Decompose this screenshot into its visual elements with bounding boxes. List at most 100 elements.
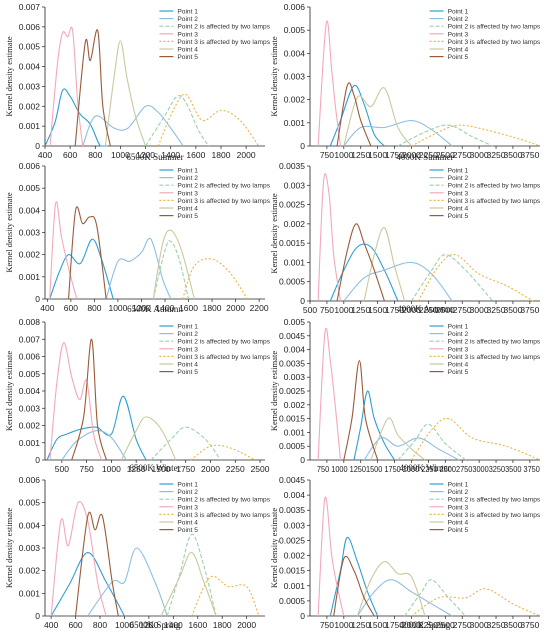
x-tick-label: 1000 [102, 464, 121, 474]
y-tick-label: 0.001 [284, 118, 306, 128]
y-tick-label: 0.003 [284, 72, 306, 82]
y-tick-label: 0.006 [19, 161, 41, 171]
chart-panel: 0 0.001 0.002 0.003 0.004 0.005 0.006 400 600 800… [4, 475, 271, 630]
x-tick-label: 1400 [156, 303, 175, 313]
x-tick-label: 600 [64, 303, 78, 313]
y-tick-label: 0 [300, 611, 305, 621]
legend-label: Point 3 is affected by two lamps [177, 198, 270, 205]
series-line [336, 223, 385, 302]
legend-label: Point 3 is affected by two lamps [177, 354, 270, 361]
series-line [87, 547, 168, 617]
legend-label: Point 3 [448, 31, 469, 38]
y-tick-label: 0.007 [19, 334, 41, 344]
legend-label: Point 2 [177, 489, 198, 496]
series-line [317, 173, 341, 302]
y-tick-label: 0 [35, 294, 40, 304]
series-line [71, 338, 107, 461]
legend-label: Point 3 [177, 190, 198, 197]
series-line [356, 561, 426, 617]
y-tick-label: 0.002 [284, 400, 306, 410]
chart-title: 4000K Summer [396, 152, 453, 162]
x-tick-label: 1750 [385, 305, 404, 315]
x-tick-label: 1750 [176, 464, 195, 474]
y-tick-label: 0.002 [284, 219, 306, 229]
series-line [343, 87, 412, 147]
legend-label: Point 1 [448, 482, 469, 489]
series-line [397, 124, 493, 147]
legend-label: Point 3 is affected by two lamps [448, 198, 541, 205]
legend-label: Point 2 [448, 16, 469, 23]
legend-label: Point 2 is affected by two lamps [177, 339, 270, 346]
x-tick-label: 3250 [487, 620, 506, 630]
y-tick-label: 0.003 [19, 403, 41, 413]
y-tick-label: 0.005 [284, 317, 306, 327]
legend-label: Point 4 [448, 47, 469, 54]
chart-panel: 0 0.0005 0.001 0.0015 0.002 0.0025 0.003 0.0035… [269, 317, 541, 474]
series-line [411, 588, 541, 617]
series-line [190, 444, 256, 461]
legend-label: Point 4 [448, 206, 469, 213]
y-tick-label: 0.0025 [279, 200, 305, 210]
y-axis-label: Kernel density estimate [269, 193, 279, 273]
x-tick-label: 750 [320, 305, 334, 315]
y-axis-label: Kernel density estimate [269, 36, 279, 116]
legend-label: Point 3 [177, 504, 198, 511]
x-tick-label: 1000 [334, 620, 353, 630]
series-line [46, 395, 147, 461]
y-tick-label: 0.005 [19, 42, 41, 52]
series-line [120, 416, 177, 461]
series-line [82, 105, 184, 147]
y-tick-label: 0.005 [19, 369, 41, 379]
y-tick-label: 0.002 [19, 566, 41, 576]
legend-label: Point 5 [448, 54, 469, 61]
x-tick-label: 1400 [164, 620, 183, 630]
series-line [317, 20, 341, 147]
x-tick-label: 3750 [520, 620, 539, 630]
legend-label: Point 3 is affected by two lamps [448, 512, 541, 519]
series-line [49, 26, 84, 147]
legend-label: Point 3 [448, 346, 469, 353]
legend-label: Point 2 is affected by two lamps [448, 24, 541, 31]
series-line [105, 237, 172, 300]
x-tick-label: 2000 [226, 303, 245, 313]
legend-label: Point 2 [177, 16, 198, 23]
y-tick-label: 0.001 [19, 438, 41, 448]
legend-label: Point 3 [448, 190, 469, 197]
y-tick-label: 0.003 [284, 520, 306, 530]
series-line [336, 82, 372, 147]
y-tick-label: 0.0025 [279, 386, 305, 396]
y-tick-label: 0.004 [19, 520, 41, 530]
legend-label: Point 1 [177, 168, 198, 175]
y-tick-label: 0.0045 [279, 475, 305, 485]
x-tick-label: 2750 [453, 150, 472, 160]
series-line [182, 258, 248, 300]
y-tick-label: 0.003 [284, 180, 306, 190]
legend-label: Point 2 [448, 331, 469, 338]
x-tick-label: 2000 [237, 150, 256, 160]
y-tick-label: 0.0015 [279, 566, 305, 576]
x-tick-label: 2250 [419, 305, 438, 315]
chart-panel: 0 0.001 0.002 0.003 0.004 0.005 0.006 0.007 400 6… [4, 2, 271, 162]
chart-title: 4000K Winter [399, 463, 450, 473]
x-tick-label: 3750 [520, 305, 539, 315]
y-axis-label: Kernel density estimate [269, 508, 279, 588]
chart-title: 6500K Summer [126, 152, 183, 162]
y-tick-label: 0.007 [19, 2, 41, 12]
y-tick-label: 0.001 [284, 581, 306, 591]
x-tick-label: 1800 [213, 620, 232, 630]
x-tick-label: 600 [63, 150, 77, 160]
y-tick-label: 0.002 [284, 551, 306, 561]
y-tick-label: 0 [35, 141, 40, 151]
y-axis-label: Kernel density estimate [269, 351, 279, 431]
legend-label: Point 5 [448, 527, 469, 534]
y-tick-label: 0.004 [19, 205, 41, 215]
series-line [50, 551, 125, 617]
x-tick-label: 2500 [251, 464, 270, 474]
y-tick-label: 0.0025 [279, 535, 305, 545]
legend-label: Point 1 [448, 9, 469, 16]
x-tick-label: 1500 [368, 305, 387, 315]
y-tick-label: 0.004 [284, 345, 306, 355]
x-tick-label: 3250 [487, 150, 506, 160]
x-tick-label: 1250 [127, 464, 146, 474]
y-tick-label: 0.0005 [279, 277, 305, 287]
